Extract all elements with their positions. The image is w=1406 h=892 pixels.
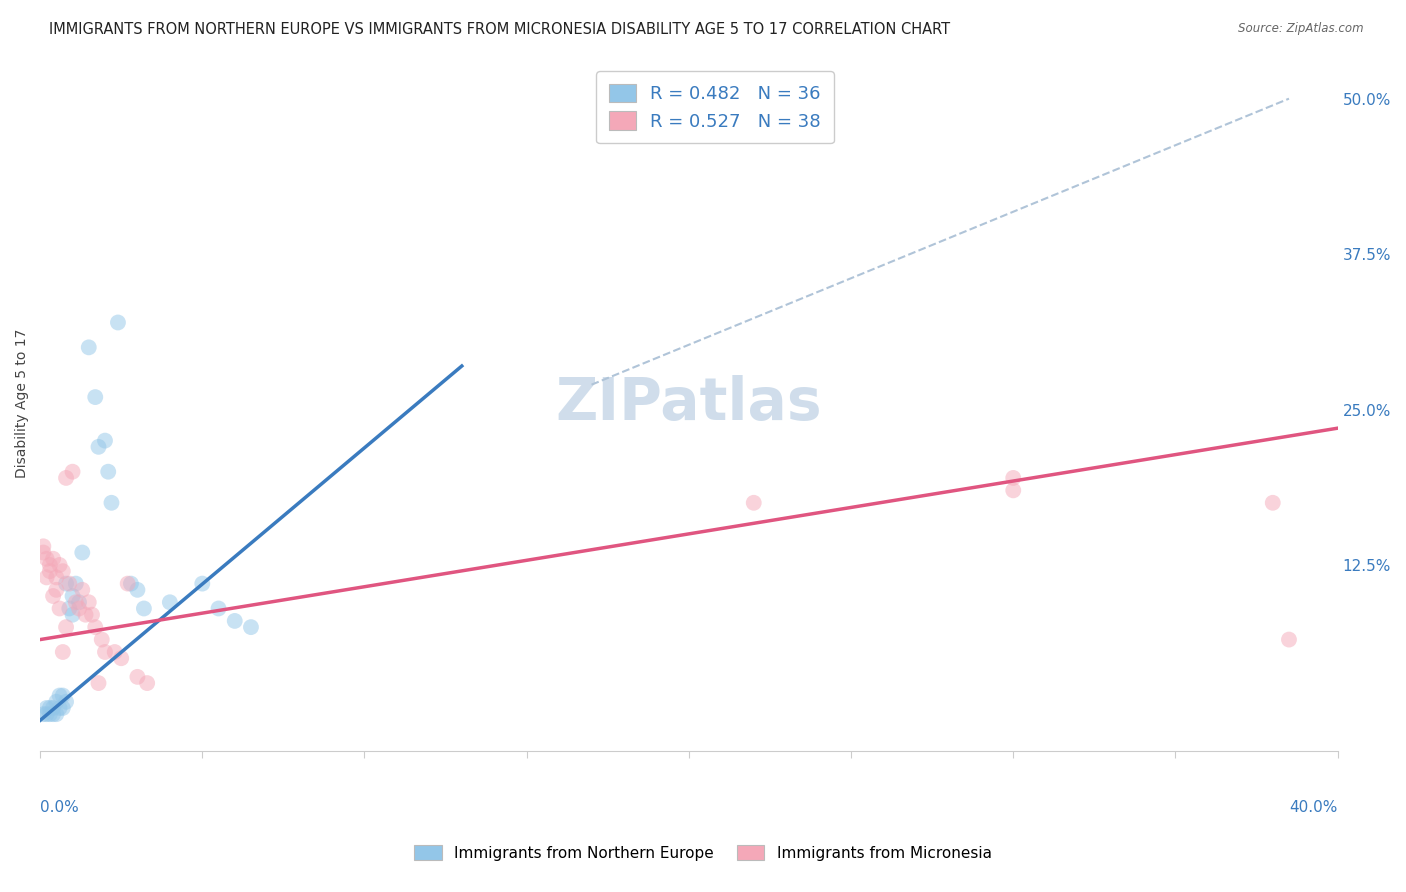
Point [97, 465, 120, 479]
Text: ZIPatlas: ZIPatlas [555, 375, 823, 432]
Point [77, 340, 100, 354]
Point [132, 601, 155, 615]
Point [191, 576, 214, 591]
Point [67, 601, 90, 615]
Point [65, 576, 87, 591]
Point [48, 701, 70, 715]
Point [52, 689, 75, 703]
Point [38, 558, 60, 572]
Point [58, 576, 80, 591]
Point [100, 496, 122, 510]
Point [32, 707, 55, 722]
Text: 40.0%: 40.0% [1289, 800, 1337, 815]
Point [65, 595, 87, 609]
Point [38, 564, 60, 578]
Point [87, 676, 110, 690]
Point [55, 471, 77, 485]
Legend: Immigrants from Northern Europe, Immigrants from Micronesia: Immigrants from Northern Europe, Immigra… [406, 837, 1000, 868]
Legend: R = 0.482   N = 36, R = 0.527   N = 38: R = 0.482 N = 36, R = 0.527 N = 38 [596, 71, 834, 144]
Point [35, 707, 58, 722]
Point [42, 701, 65, 715]
Point [38, 701, 60, 715]
Point [1002, 483, 1025, 498]
Point [45, 707, 67, 722]
Point [107, 316, 129, 330]
Point [239, 620, 262, 634]
Point [55, 695, 77, 709]
Point [1002, 471, 1025, 485]
Point [48, 601, 70, 615]
Y-axis label: Disability Age 5 to 17: Disability Age 5 to 17 [15, 328, 30, 478]
Point [159, 595, 181, 609]
Point [110, 651, 132, 665]
Point [35, 701, 58, 715]
Point [32, 539, 55, 553]
Point [80, 607, 103, 622]
Point [1261, 496, 1284, 510]
Point [117, 576, 139, 591]
Point [48, 558, 70, 572]
Point [127, 582, 149, 597]
Point [207, 601, 229, 615]
Point [62, 607, 84, 622]
Point [38, 707, 60, 722]
Point [58, 601, 80, 615]
Point [84, 620, 107, 634]
Text: 0.0%: 0.0% [41, 800, 79, 815]
Point [52, 645, 75, 659]
Point [52, 564, 75, 578]
Text: IMMIGRANTS FROM NORTHERN EUROPE VS IMMIGRANTS FROM MICRONESIA DISABILITY AGE 5 T: IMMIGRANTS FROM NORTHERN EUROPE VS IMMIG… [49, 22, 950, 37]
Point [104, 645, 127, 659]
Point [742, 496, 765, 510]
Text: Source: ZipAtlas.com: Source: ZipAtlas.com [1239, 22, 1364, 36]
Point [77, 595, 100, 609]
Point [35, 570, 58, 584]
Point [84, 390, 107, 404]
Point [67, 595, 90, 609]
Point [55, 576, 77, 591]
Point [35, 551, 58, 566]
Point [90, 632, 112, 647]
Point [45, 695, 67, 709]
Point [62, 589, 84, 603]
Point [94, 645, 117, 659]
Point [87, 440, 110, 454]
Point [62, 465, 84, 479]
Point [72, 582, 94, 597]
Point [42, 707, 65, 722]
Point [42, 551, 65, 566]
Point [1278, 632, 1301, 647]
Point [45, 582, 67, 597]
Point [224, 614, 246, 628]
Point [120, 576, 142, 591]
Point [42, 589, 65, 603]
Point [32, 545, 55, 559]
Point [75, 607, 97, 622]
Point [55, 620, 77, 634]
Point [45, 570, 67, 584]
Point [52, 701, 75, 715]
Point [127, 670, 149, 684]
Point [136, 676, 159, 690]
Point [72, 545, 94, 559]
Point [48, 689, 70, 703]
Point [94, 434, 117, 448]
